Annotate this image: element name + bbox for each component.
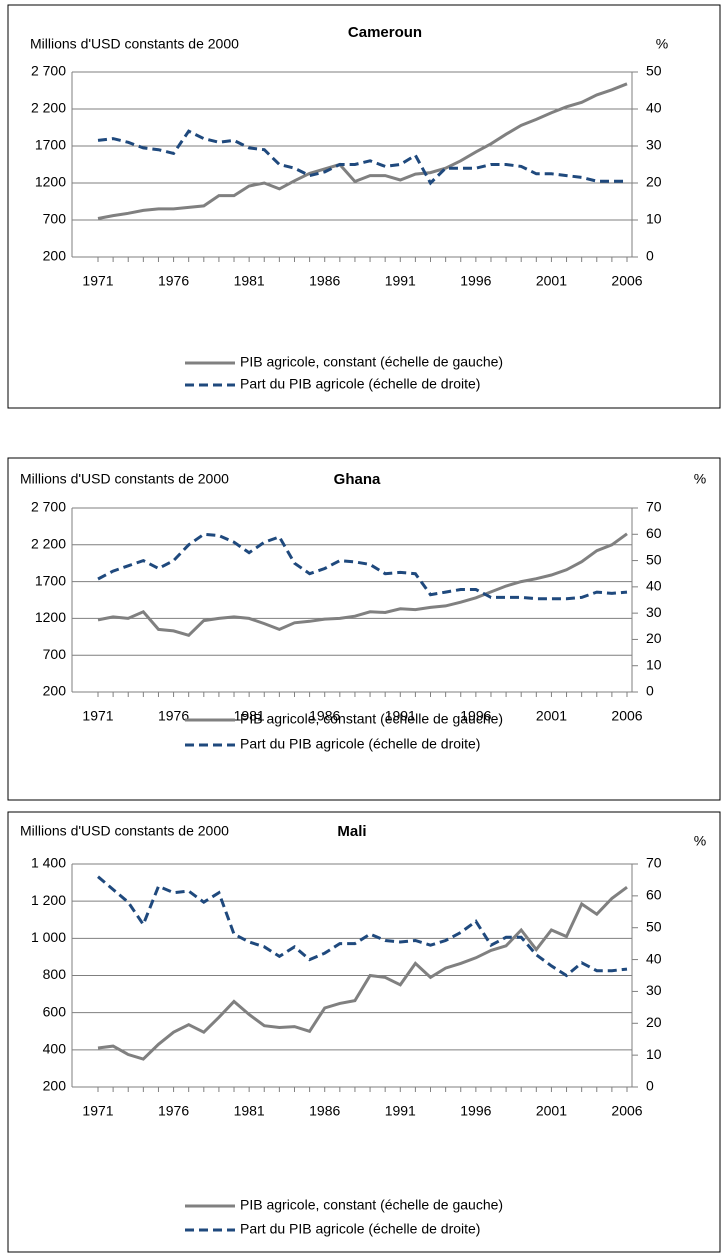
x-tick-label: 1996 [460, 273, 491, 289]
legend-label: PIB agricole, constant (échelle de gauch… [240, 711, 503, 727]
x-tick-label: 2001 [536, 273, 567, 289]
x-tick-label: 1996 [460, 708, 491, 724]
y-tick-label: 2 200 [31, 536, 66, 552]
y2-tick-label: 50 [646, 551, 662, 567]
y-tick-label: 1200 [35, 174, 66, 190]
y-tick-label: 1 400 [31, 855, 66, 871]
y2-tick-label: 20 [646, 630, 662, 646]
x-tick-label: 1976 [158, 1103, 189, 1119]
y-tick-label: 200 [43, 248, 67, 264]
chart-title: Ghana [334, 471, 381, 488]
chart-title: Cameroun [348, 24, 422, 41]
series-line [97, 532, 628, 601]
y2-tick-label: 10 [646, 1046, 662, 1062]
y-axis-label: Millions d'USD constants de 2000 [20, 471, 229, 487]
x-tick-label: 1986 [309, 708, 340, 724]
y-tick-label: 2 700 [31, 499, 66, 515]
series-line [97, 885, 628, 1061]
y2-tick-label: 40 [646, 100, 662, 116]
y2-tick-label: 30 [646, 982, 662, 998]
y-tick-label: 1 200 [31, 892, 66, 908]
x-tick-label: 1976 [158, 708, 189, 724]
y2-tick-label: 40 [646, 578, 662, 594]
y-tick-label: 2 700 [31, 63, 66, 79]
chart-frame [7, 4, 721, 409]
x-tick-label: 1986 [309, 1103, 340, 1119]
chart-frame [7, 811, 721, 1253]
y2-axis-label: % [656, 36, 668, 52]
y2-tick-label: 30 [646, 137, 662, 153]
y-tick-label: 1 000 [31, 929, 66, 945]
y2-tick-label: 70 [646, 499, 662, 515]
y-tick-label: 700 [43, 211, 67, 227]
series-line [97, 875, 628, 978]
legend-label: PIB agricole, constant (échelle de gauch… [240, 1197, 503, 1213]
y2-tick-label: 40 [646, 950, 662, 966]
x-tick-label: 1971 [82, 708, 113, 724]
y-tick-label: 200 [43, 683, 67, 699]
y-tick-label: 1200 [35, 609, 66, 625]
y2-tick-label: 0 [646, 683, 654, 699]
x-tick-label: 1996 [460, 1103, 491, 1119]
y2-axis-label: % [694, 833, 706, 849]
legend-label: Part du PIB agricole (échelle de droite) [240, 1221, 480, 1237]
y-tick-label: 600 [43, 1003, 67, 1019]
x-tick-label: 2006 [611, 273, 642, 289]
x-tick-label: 1991 [385, 708, 416, 724]
y2-tick-label: 60 [646, 887, 662, 903]
y-tick-label: 400 [43, 1041, 67, 1057]
x-tick-label: 1976 [158, 273, 189, 289]
y-tick-label: 200 [43, 1078, 67, 1094]
y-axis-label: Millions d'USD constants de 2000 [20, 823, 229, 839]
y-tick-label: 2 200 [31, 100, 66, 116]
x-tick-label: 1981 [234, 273, 265, 289]
x-tick-label: 1981 [234, 1103, 265, 1119]
y2-tick-label: 70 [646, 855, 662, 871]
series-line [97, 82, 628, 220]
y-tick-label: 1700 [35, 137, 66, 153]
legend-label: PIB agricole, constant (échelle de gauch… [240, 354, 503, 370]
series-line [97, 532, 628, 637]
x-tick-label: 1971 [82, 273, 113, 289]
y2-tick-label: 60 [646, 525, 662, 541]
y-tick-label: 800 [43, 966, 67, 982]
x-tick-label: 1991 [385, 273, 416, 289]
x-tick-label: 1971 [82, 1103, 113, 1119]
y2-tick-label: 10 [646, 656, 662, 672]
y2-tick-label: 0 [646, 1078, 654, 1094]
series-line [97, 129, 627, 186]
legend-label: Part du PIB agricole (échelle de droite) [240, 736, 480, 752]
y2-axis-label: % [694, 471, 706, 487]
y2-tick-label: 0 [646, 248, 654, 264]
x-tick-label: 2006 [611, 708, 642, 724]
y2-tick-label: 50 [646, 918, 662, 934]
x-tick-label: 1981 [234, 708, 265, 724]
x-tick-label: 1986 [309, 273, 340, 289]
y2-tick-label: 10 [646, 211, 662, 227]
y2-tick-label: 50 [646, 63, 662, 79]
chart-frame [7, 457, 721, 801]
y2-tick-label: 20 [646, 1014, 662, 1030]
y-tick-label: 1700 [35, 572, 66, 588]
x-tick-label: 2001 [536, 1103, 567, 1119]
y2-tick-label: 20 [646, 174, 662, 190]
y-axis-label: Millions d'USD constants de 2000 [30, 36, 239, 52]
y-tick-label: 700 [43, 646, 67, 662]
x-tick-label: 1991 [385, 1103, 416, 1119]
x-tick-label: 2006 [611, 1103, 642, 1119]
y2-tick-label: 30 [646, 604, 662, 620]
x-tick-label: 2001 [536, 708, 567, 724]
chart-title: Mali [337, 823, 366, 840]
legend-label: Part du PIB agricole (échelle de droite) [240, 376, 480, 392]
